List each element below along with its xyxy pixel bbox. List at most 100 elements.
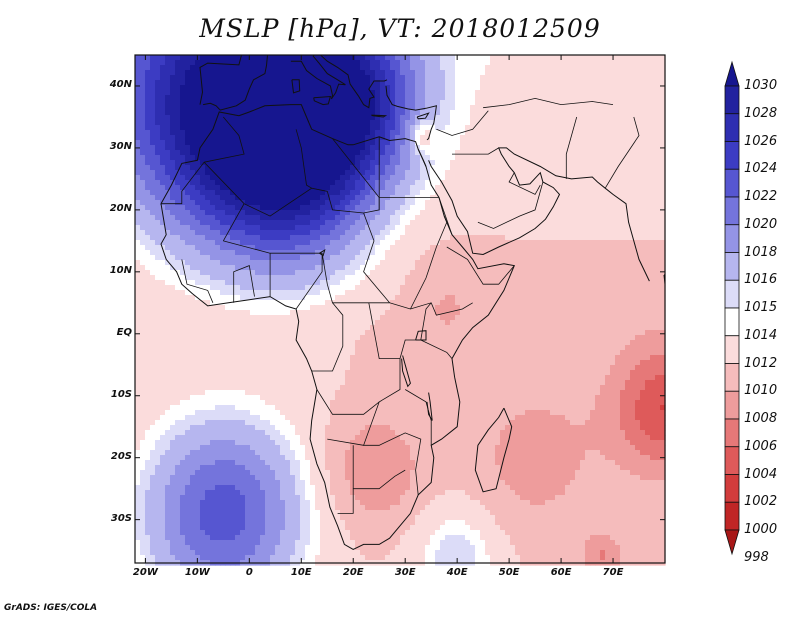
field-cell (425, 60, 431, 66)
field-cell (595, 150, 601, 156)
field-cell (350, 200, 356, 206)
field-cell (535, 80, 541, 86)
field-cell (160, 90, 166, 96)
field-cell (475, 245, 481, 251)
field-cell (410, 250, 416, 256)
field-cell (655, 275, 661, 281)
field-cell (135, 235, 141, 241)
field-cell (170, 90, 176, 96)
field-cell (185, 265, 191, 271)
field-cell (240, 90, 246, 96)
field-cell (265, 240, 271, 246)
field-cell (165, 250, 171, 256)
field-cell (285, 220, 291, 226)
field-cell (155, 155, 161, 161)
field-cell (660, 105, 666, 111)
field-cell (160, 140, 166, 146)
field-cell (500, 90, 506, 96)
field-cell (640, 180, 646, 186)
field-cell (205, 225, 211, 231)
field-cell (545, 230, 551, 236)
field-cell (320, 260, 326, 266)
field-cell (650, 145, 656, 151)
field-cell (660, 125, 666, 131)
field-cell (350, 180, 356, 186)
field-cell (370, 105, 376, 111)
field-cell (435, 250, 441, 256)
field-cell (430, 80, 436, 86)
field-cell (420, 100, 426, 106)
field-cell (325, 120, 331, 126)
field-cell (570, 245, 576, 251)
field-cell (240, 135, 246, 141)
field-cell (610, 70, 616, 76)
field-cell (315, 270, 321, 276)
field-cell (545, 240, 551, 246)
field-cell (635, 265, 641, 271)
field-cell (490, 150, 496, 156)
field-cell (305, 235, 311, 241)
field-cell (550, 285, 556, 291)
field-cell (520, 260, 526, 266)
field-cell (580, 270, 586, 276)
field-cell (450, 270, 456, 276)
field-cell (170, 110, 176, 116)
field-cell (620, 225, 626, 231)
field-cell (595, 160, 601, 166)
field-cell (265, 75, 271, 81)
field-cell (320, 135, 326, 141)
field-cell (305, 195, 311, 201)
field-cell (530, 245, 536, 251)
field-cell (635, 240, 641, 246)
field-cell (250, 150, 256, 156)
field-cell (355, 105, 361, 111)
field-cell (480, 200, 486, 206)
field-cell (590, 165, 596, 171)
field-cell (380, 145, 386, 151)
field-cell (585, 270, 591, 276)
field-cell (195, 280, 201, 286)
field-cell (190, 225, 196, 231)
field-cell (425, 220, 431, 226)
field-cell (365, 55, 371, 61)
field-cell (525, 85, 531, 91)
field-cell (200, 170, 206, 176)
field-cell (620, 140, 626, 146)
field-cell (540, 60, 546, 66)
field-cell (445, 215, 451, 221)
field-cell (295, 75, 301, 81)
field-cell (515, 155, 521, 161)
field-cell (520, 175, 526, 181)
field-cell (290, 140, 296, 146)
field-cell (415, 55, 421, 61)
field-cell (310, 135, 316, 141)
field-cell (480, 190, 486, 196)
field-cell (380, 70, 386, 76)
field-cell (275, 120, 281, 126)
field-cell (385, 235, 391, 241)
field-cell (355, 255, 361, 261)
field-cell (485, 90, 491, 96)
field-cell (295, 135, 301, 141)
field-cell (560, 220, 566, 226)
field-cell (330, 55, 336, 61)
field-cell (510, 180, 516, 186)
field-cell (325, 60, 331, 66)
field-cell (270, 85, 276, 91)
field-cell (450, 280, 456, 286)
field-cell (235, 145, 241, 151)
field-cell (535, 65, 541, 71)
field-cell (360, 90, 366, 96)
field-cell (510, 120, 516, 126)
field-cell (530, 255, 536, 261)
field-cell (475, 260, 481, 266)
field-cell (165, 270, 171, 276)
field-cell (605, 195, 611, 201)
field-cell (545, 140, 551, 146)
field-cell (575, 205, 581, 211)
field-cell (155, 65, 161, 71)
field-cell (370, 135, 376, 141)
field-cell (305, 270, 311, 276)
field-cell (525, 120, 531, 126)
field-cell (370, 275, 376, 281)
